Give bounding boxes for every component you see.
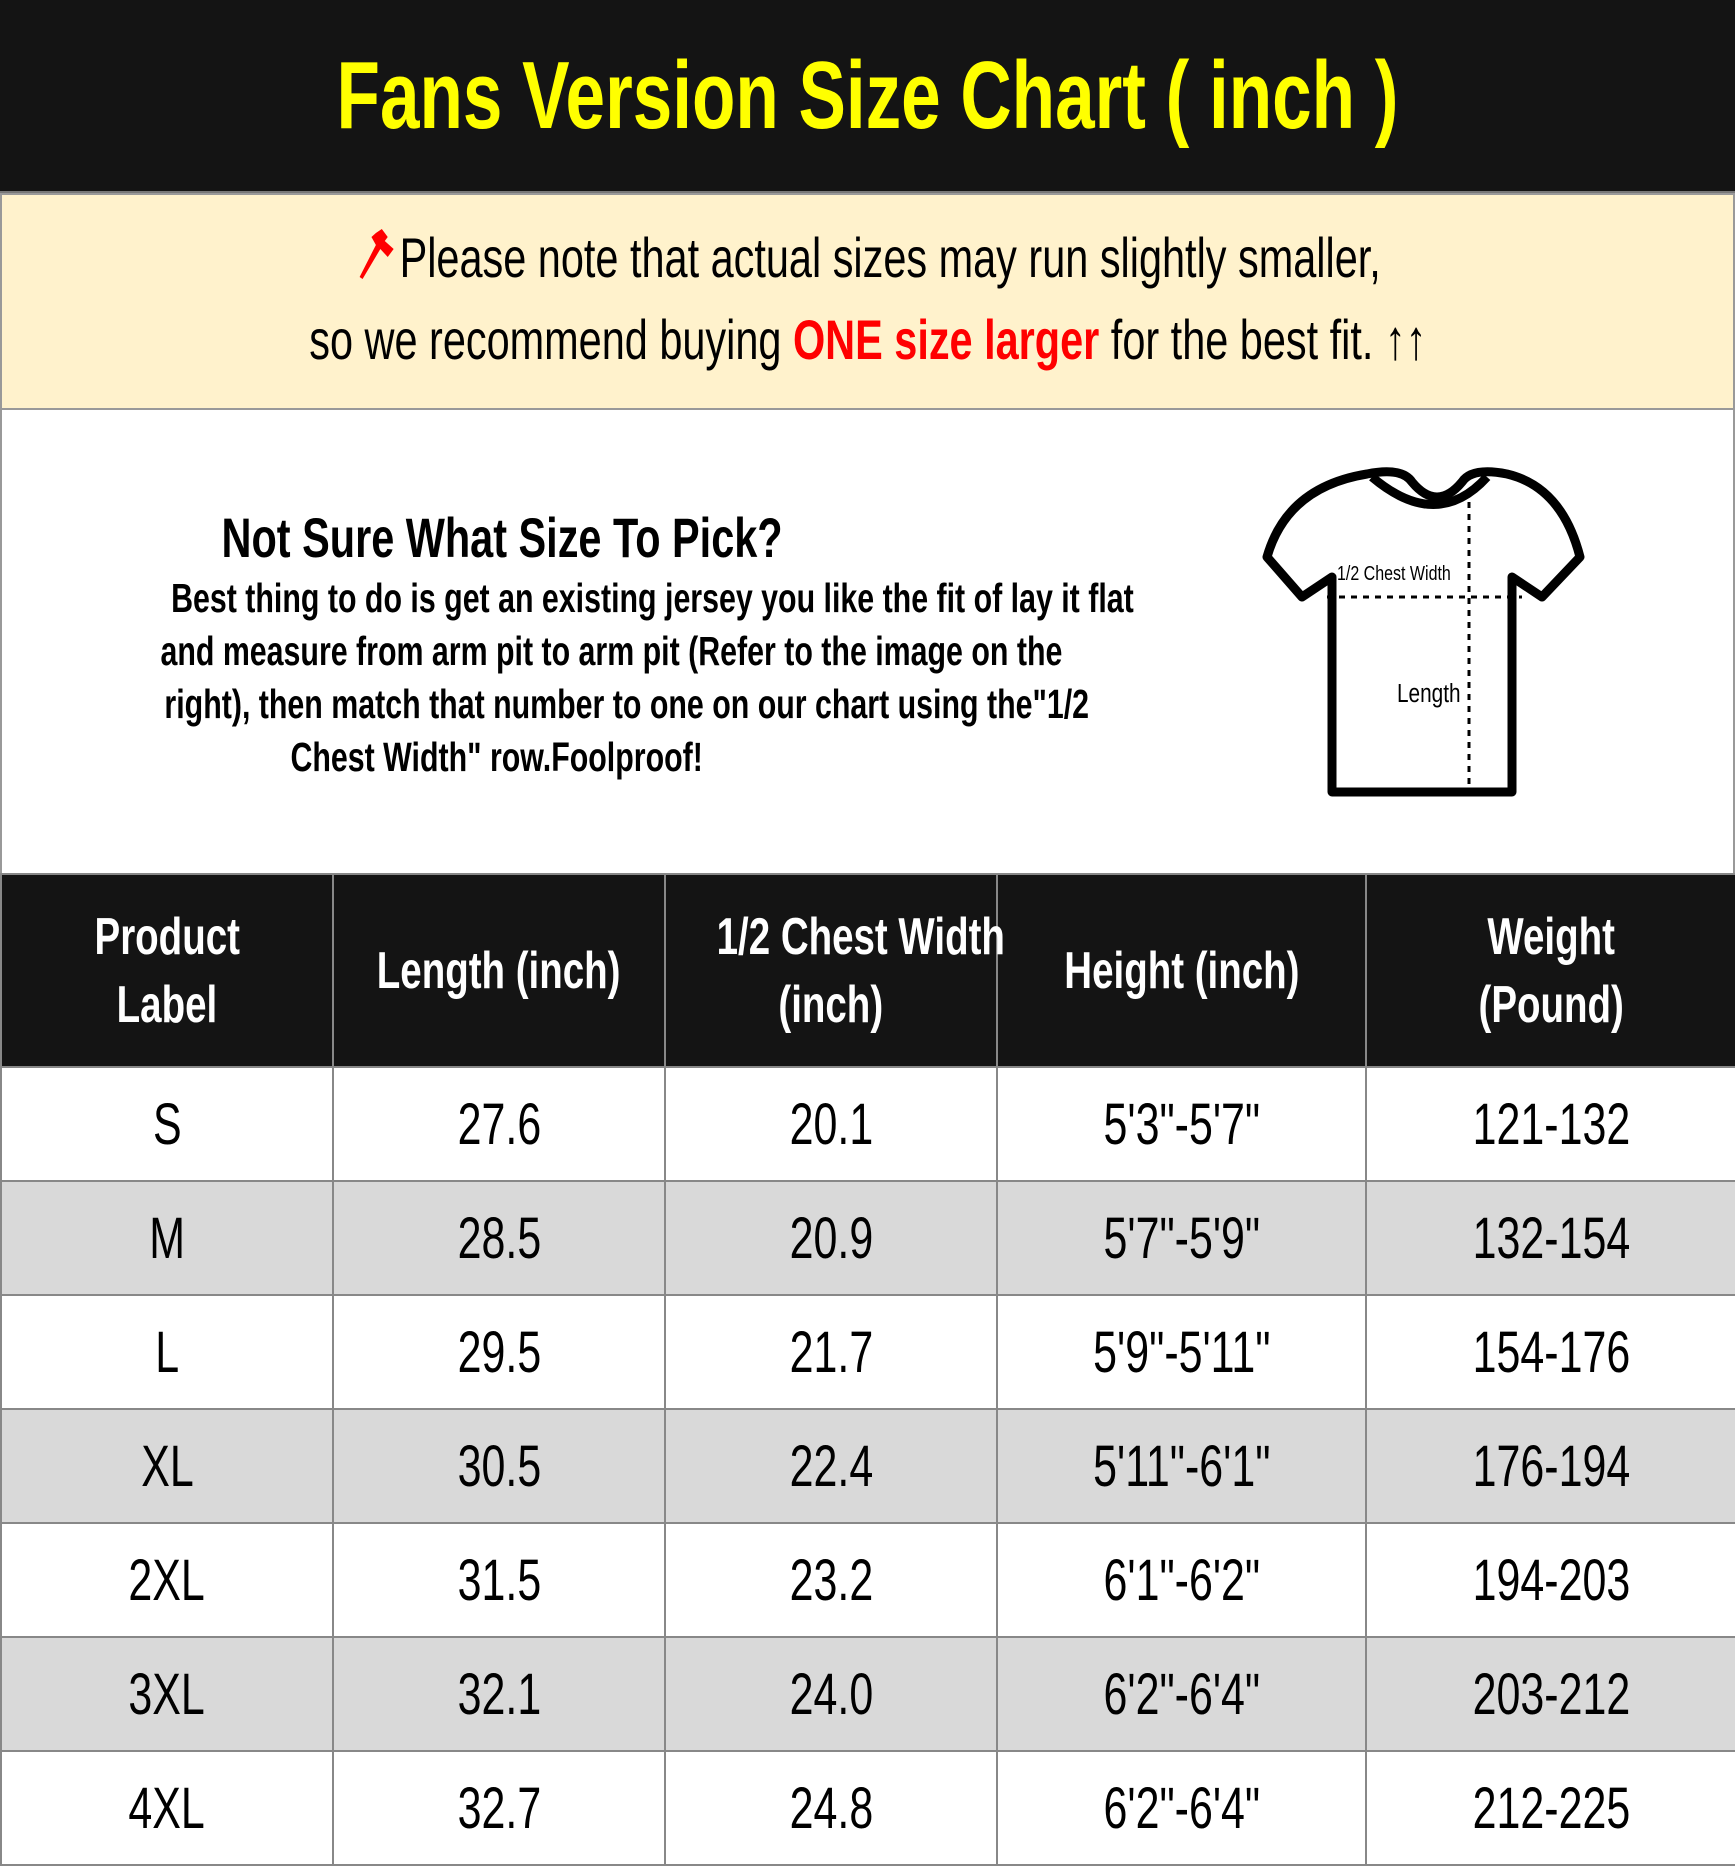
table-cell: 212-225	[1365, 1750, 1735, 1866]
note-line-2b: for the best fit.	[1098, 308, 1385, 371]
table-cell: 20.1	[664, 1066, 998, 1182]
table-row: L 29.5 21.7 5'9"-5'11" 154-176	[0, 1294, 1735, 1410]
table-cell: 5'3"-5'7"	[996, 1066, 1367, 1182]
note-line-2a: so we recommend buying	[308, 308, 793, 371]
page-title: Fans Version Size Chart ( inch )	[336, 41, 1399, 149]
table-cell: 23.2	[664, 1522, 998, 1638]
table-cell: 27.6	[332, 1066, 666, 1182]
table-row: S 27.6 20.1 5'3"-5'7" 121-132	[0, 1066, 1735, 1182]
table-cell: 4XL	[0, 1750, 334, 1866]
table-cell: 29.5	[332, 1294, 666, 1410]
table-cell: 30.5	[332, 1408, 666, 1524]
column-header: Length (inch)	[332, 873, 666, 1068]
title-banner: Fans Version Size Chart ( inch )	[0, 0, 1735, 193]
table-cell: XL	[0, 1408, 334, 1524]
table-row: 4XL 32.7 24.8 6'2"-6'4" 212-225	[0, 1750, 1735, 1866]
table-cell: 176-194	[1365, 1408, 1735, 1524]
table-cell: 3XL	[0, 1636, 334, 1752]
table-cell: 5'11"-6'1"	[996, 1408, 1367, 1524]
note-line-1: Please note that actual sizes may run sl…	[399, 226, 1381, 289]
column-header: Product Label	[0, 873, 334, 1068]
table-cell: 121-132	[1365, 1066, 1735, 1182]
table-cell: 132-154	[1365, 1180, 1735, 1296]
table-row: 2XL 31.5 23.2 6'1"-6'2" 194-203	[0, 1522, 1735, 1638]
table-cell: 6'2"-6'4"	[996, 1636, 1367, 1752]
guide-line: right), then match that number to one on…	[164, 681, 1090, 727]
guide-line: Best thing to do is get an existing jers…	[171, 575, 1134, 621]
table-cell: 22.4	[664, 1408, 998, 1524]
table-cell: M	[0, 1180, 334, 1296]
guide-heading: Not Sure What Size To Pick?	[221, 506, 783, 569]
sizing-note: Please note that actual sizes may run sl…	[0, 193, 1735, 410]
table-cell: 6'2"-6'4"	[996, 1750, 1367, 1866]
up-arrows-icon: ↑↑	[1384, 308, 1427, 371]
table-cell: 20.9	[664, 1180, 998, 1296]
table-row: M 28.5 20.9 5'7"-5'9" 132-154	[0, 1180, 1735, 1296]
table-cell: 28.5	[332, 1180, 666, 1296]
table-cell: 154-176	[1365, 1294, 1735, 1410]
table-row: XL 30.5 22.4 5'11"-6'1" 176-194	[0, 1408, 1735, 1524]
table-cell: 32.1	[332, 1636, 666, 1752]
table-cell: S	[0, 1066, 334, 1182]
table-cell: 5'9"-5'11"	[996, 1294, 1367, 1410]
table-cell: 6'1"-6'2"	[996, 1522, 1367, 1638]
table-cell: 21.7	[664, 1294, 998, 1410]
table-cell: 32.7	[332, 1750, 666, 1866]
pushpin-icon	[359, 229, 394, 279]
guide-line: Chest Width" row.Foolproof!	[290, 734, 704, 780]
table-cell: 24.8	[664, 1750, 998, 1866]
tshirt-diagram: 1/2 Chest Width Length	[1262, 467, 1585, 797]
table-cell: 2XL	[0, 1522, 334, 1638]
chest-width-label: 1/2 Chest Width	[1337, 562, 1451, 584]
table-cell: 5'7"-5'9"	[996, 1180, 1367, 1296]
guide-line: and measure from arm pit to arm pit (Ref…	[160, 628, 1063, 674]
table-row: 3XL 32.1 24.0 6'2"-6'4" 203-212	[0, 1636, 1735, 1752]
note-highlight: ONE size larger	[792, 308, 1099, 371]
length-label: Length	[1397, 679, 1461, 708]
size-table: Product Label Length (inch) 1/2 Chest Width…	[0, 873, 1735, 1866]
table-cell: L	[0, 1294, 334, 1410]
table-cell: 203-212	[1365, 1636, 1735, 1752]
table-cell: 24.0	[664, 1636, 998, 1752]
table-cell: 31.5	[332, 1522, 666, 1638]
column-header: 1/2 Chest Width (inch)	[664, 873, 1005, 1068]
column-header: Height (inch)	[996, 873, 1367, 1068]
table-cell: 194-203	[1365, 1522, 1735, 1638]
column-header: Weight (Pound)	[1365, 873, 1735, 1068]
